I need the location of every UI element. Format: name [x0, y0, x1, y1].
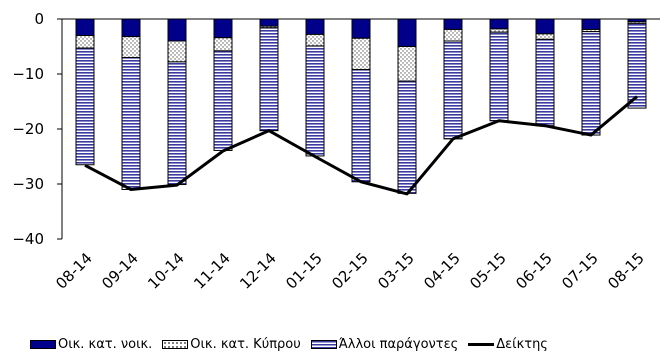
bar-04-15-series-0: [443, 18, 463, 30]
bar-06-15-series-0: [535, 18, 555, 35]
y-tick-label: −30: [12, 175, 44, 193]
x-tick-label: 07-15: [558, 249, 602, 293]
legend-label: Άλλοι παράγοντες: [338, 336, 459, 352]
bar-06-15-series-1: [535, 33, 555, 40]
bar-04-15-series-1: [443, 28, 463, 42]
legend-line-swatch: [468, 342, 495, 346]
legend-swatch: [30, 339, 56, 349]
legend-label: Οικ. κατ. νοικ.: [58, 336, 153, 352]
bar-07-15-series-0: [581, 18, 601, 30]
legend: Οικ. κατ. νοικ. Οικ. κατ. Κύπρου Άλλοι παρ…: [30, 334, 666, 354]
series-line-deiktis: [84, 95, 638, 196]
bar-10-14-series-0: [167, 18, 187, 42]
bar-08-15-series-2: [627, 22, 647, 109]
x-tick-label: 05-15: [466, 249, 510, 293]
bar-08-14-series-1: [75, 35, 95, 49]
axes-layer: [57, 18, 660, 240]
legend-label: Δείκτης: [496, 336, 548, 352]
y-tick-label: −20: [12, 120, 44, 138]
x-tick-label: 11-14: [190, 249, 234, 293]
bars-layer: [75, 18, 647, 194]
legend-label: Οικ. κατ. Κύπρου: [190, 336, 301, 352]
x-tick-label: 06-15: [512, 249, 556, 293]
bar-08-14-series-2: [75, 47, 95, 166]
x-tick-label: 04-15: [420, 249, 464, 293]
x-tick-label: 01-15: [282, 249, 326, 293]
bar-10-14-series-1: [167, 40, 187, 63]
bar-02-15-series-0: [351, 18, 371, 39]
bar-11-14-series-1: [213, 37, 233, 52]
bar-11-14-series-0: [213, 18, 233, 39]
x-tick-label: 03-15: [374, 249, 418, 293]
x-tick-label: 02-15: [328, 249, 372, 293]
chart: 0 −10 −20 −30 −40 08-14 09-14 10-14 11-14 12-14 01…: [12, 10, 660, 293]
bar-05-15-series-0: [489, 18, 509, 30]
bar-11-14-series-2: [213, 50, 233, 151]
x-tick-label: 12-14: [236, 249, 280, 293]
bar-08-14-series-0: [75, 18, 95, 36]
legend-item: Δείκτης: [468, 337, 548, 352]
bar-02-15-series-2: [351, 69, 371, 183]
bar-12-14-series-2: [259, 27, 279, 132]
x-tick-label: 08-14: [52, 249, 96, 293]
bar-03-15-series-1: [397, 46, 417, 82]
bar-07-15-series-2: [581, 31, 601, 136]
y-tick-label: −40: [12, 230, 44, 248]
legend-item: Οικ. κατ. νοικ.: [30, 337, 152, 352]
bar-03-15-series-0: [397, 18, 417, 47]
bar-09-14-series-1: [121, 36, 141, 58]
bar-09-14-series-0: [121, 18, 141, 38]
x-tick-label: 09-14: [98, 249, 142, 293]
bar-01-15-series-2: [305, 45, 325, 157]
bar-04-15-series-2: [443, 40, 463, 140]
bar-02-15-series-1: [351, 37, 371, 71]
x-tick-label: 10-14: [144, 249, 188, 293]
legend-swatch: [310, 339, 337, 349]
bar-01-15-series-1: [305, 33, 325, 47]
legend-item: Άλλοι παράγοντες: [310, 336, 459, 352]
legend-item: Οικ. κατ. Κύπρου: [162, 336, 301, 352]
y-tick-label: −10: [12, 65, 44, 83]
bar-06-15-series-2: [535, 38, 555, 127]
bar-10-14-series-2: [167, 61, 187, 186]
y-tick-label: 0: [34, 10, 44, 28]
bar-05-15-series-2: [489, 31, 509, 122]
line-layer: [84, 95, 638, 196]
bar-12-14-series-0: [259, 18, 279, 27]
bar-09-14-series-2: [121, 57, 141, 190]
bar-03-15-series-2: [397, 80, 417, 194]
x-tick-label: 08-15: [604, 249, 648, 293]
bar-01-15-series-0: [305, 18, 325, 35]
legend-swatch: [162, 339, 189, 349]
